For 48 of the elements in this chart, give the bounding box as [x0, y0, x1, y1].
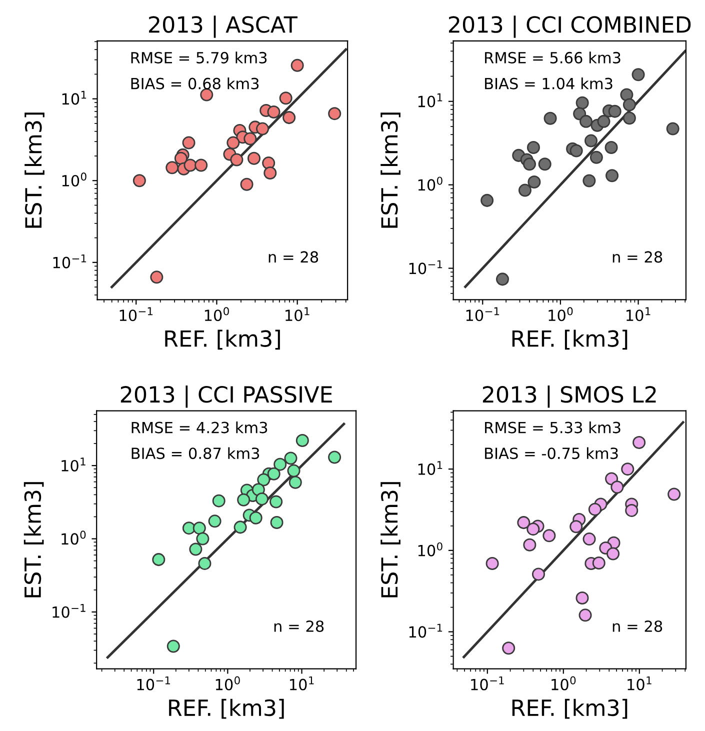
annotation: n = 28 — [612, 251, 662, 263]
x-tick-label: 10$^{1}$ — [626, 307, 650, 322]
x-tick-label: 10$^{1}$ — [628, 676, 652, 690]
x-tick-label: 10$^{0}$ — [552, 676, 576, 690]
annotation: BIAS = 0.87 km3 — [132, 447, 260, 460]
chart-title: 2013 | SMOS L2 — [482, 386, 656, 408]
annotation: BIAS = 1.04 km3 — [485, 78, 612, 90]
annotation: BIAS = -0.75 km3 — [485, 447, 618, 460]
y-tick-label: 10$^{−1}$ — [52, 604, 86, 618]
y-tick-label: 10$^{0}$ — [62, 172, 86, 187]
y-tick-label: 10$^{−1}$ — [409, 624, 442, 638]
x-axis-title: REF. [km3] — [512, 330, 628, 350]
x-tick-label: 10$^{−1}$ — [137, 676, 170, 690]
annotation: n = 28 — [268, 251, 318, 263]
annotation: n = 28 — [612, 620, 662, 632]
y-tick-label: 10$^{0}$ — [418, 176, 442, 191]
annotation: RMSE = 4.23 km3 — [132, 421, 268, 434]
annotation: RMSE = 5.79 km3 — [131, 52, 267, 64]
chart-title: 2013 | CCI COMBINED — [448, 16, 691, 38]
y-axis-title: EST. [km3] — [380, 112, 400, 228]
y-tick-label: 10$^{1}$ — [418, 461, 442, 475]
annotation: RMSE = 5.66 km3 — [485, 52, 620, 64]
x-tick-label: 10$^{0}$ — [216, 676, 240, 690]
y-axis-title: EST. [km3] — [24, 112, 44, 228]
y-tick-label: 10$^{−1}$ — [53, 254, 86, 268]
y-tick-label: 10$^{1}$ — [62, 90, 86, 105]
chart-title: 2013 | ASCAT — [149, 16, 298, 38]
y-tick-label: 10$^{1}$ — [62, 458, 86, 472]
y-axis-title: EST. [km3] — [380, 482, 400, 598]
x-tick-label: 10$^{−1}$ — [120, 307, 153, 322]
annotation: RMSE = 5.33 km3 — [485, 421, 620, 434]
x-tick-label: 10$^{−1}$ — [466, 307, 500, 322]
y-tick-label: 10$^{1}$ — [418, 93, 442, 108]
x-tick-label: 10$^{0}$ — [548, 307, 573, 322]
annotation: BIAS = 0.68 km3 — [131, 78, 259, 90]
x-tick-label: 10$^{0}$ — [204, 307, 229, 322]
x-tick-label: 10$^{−1}$ — [471, 676, 504, 690]
x-axis-title: REF. [km3] — [165, 330, 280, 350]
chart-title: 2013 | CCI PASSIVE — [120, 386, 332, 408]
x-axis-title: REF. [km3] — [512, 698, 628, 719]
x-tick-label: 10$^{1}$ — [290, 676, 314, 690]
x-axis-title: REF. [km3] — [169, 698, 284, 719]
annotation: n = 28 — [274, 620, 324, 632]
y-tick-label: 10$^{−1}$ — [409, 260, 442, 274]
y-tick-label: 10$^{0}$ — [62, 530, 86, 545]
y-axis-title: EST. [km3] — [24, 482, 44, 598]
y-tick-label: 10$^{0}$ — [418, 542, 442, 556]
x-tick-label: 10$^{1}$ — [286, 307, 310, 322]
